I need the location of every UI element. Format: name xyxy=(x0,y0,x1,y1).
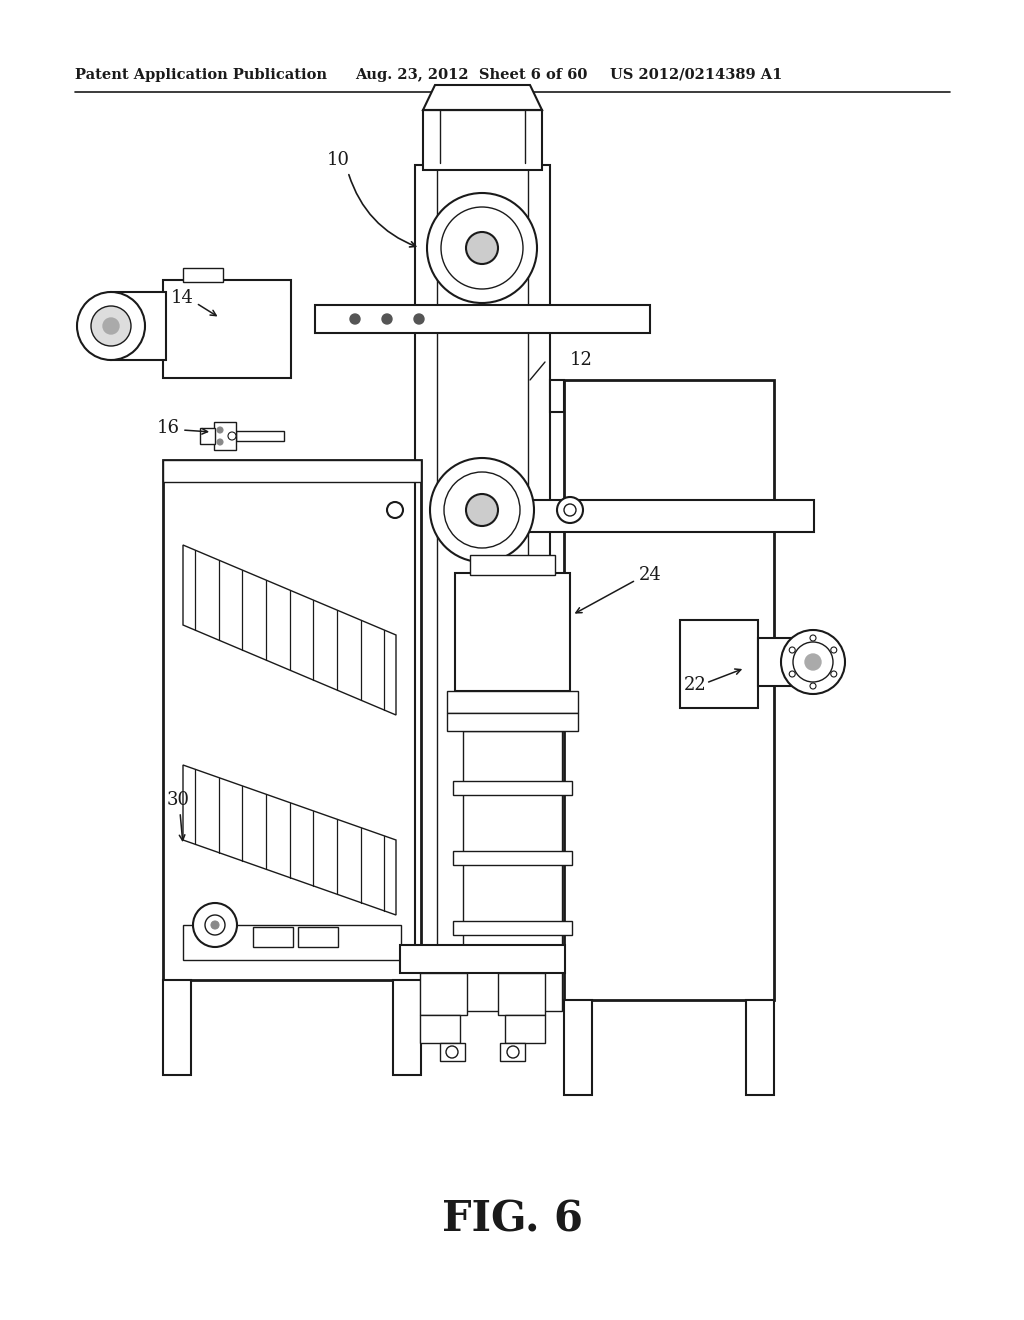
Circle shape xyxy=(790,647,796,653)
Bar xyxy=(183,925,401,960)
Circle shape xyxy=(805,653,821,671)
Circle shape xyxy=(211,921,219,929)
Circle shape xyxy=(382,314,392,323)
Circle shape xyxy=(387,502,403,517)
Circle shape xyxy=(217,426,223,433)
Bar xyxy=(420,973,467,1015)
Circle shape xyxy=(427,193,537,304)
Bar xyxy=(746,1001,774,1096)
Polygon shape xyxy=(183,545,396,715)
Circle shape xyxy=(810,635,816,642)
Bar xyxy=(253,927,293,946)
Polygon shape xyxy=(423,84,542,110)
Circle shape xyxy=(414,314,424,323)
Text: 14: 14 xyxy=(171,289,194,308)
Text: 30: 30 xyxy=(167,791,189,809)
Circle shape xyxy=(350,314,360,323)
Bar xyxy=(163,979,191,1074)
Bar xyxy=(498,973,545,1015)
Circle shape xyxy=(228,432,236,440)
Bar xyxy=(524,500,814,532)
Bar xyxy=(315,305,650,333)
Bar xyxy=(163,459,421,979)
Bar xyxy=(420,1015,460,1043)
Bar xyxy=(564,1001,592,1096)
Bar xyxy=(298,927,338,946)
Circle shape xyxy=(781,630,845,694)
Text: FIG. 6: FIG. 6 xyxy=(441,1199,583,1241)
Text: Aug. 23, 2012  Sheet 6 of 60: Aug. 23, 2012 Sheet 6 of 60 xyxy=(355,69,588,82)
Bar xyxy=(758,638,798,686)
Circle shape xyxy=(830,647,837,653)
Text: 24: 24 xyxy=(639,566,662,583)
Circle shape xyxy=(830,671,837,677)
Circle shape xyxy=(466,232,498,264)
Bar xyxy=(453,851,572,865)
Circle shape xyxy=(810,682,816,689)
Bar xyxy=(415,165,550,954)
Bar xyxy=(236,432,284,441)
Circle shape xyxy=(91,306,131,346)
Circle shape xyxy=(103,318,119,334)
Bar xyxy=(455,573,570,690)
Circle shape xyxy=(193,903,237,946)
Bar xyxy=(447,713,578,731)
Circle shape xyxy=(564,504,575,516)
Polygon shape xyxy=(183,766,396,915)
Circle shape xyxy=(441,207,523,289)
Bar xyxy=(463,731,562,1011)
Circle shape xyxy=(217,440,223,445)
Text: US 2012/0214389 A1: US 2012/0214389 A1 xyxy=(610,69,782,82)
Text: 10: 10 xyxy=(327,150,349,169)
Text: 16: 16 xyxy=(157,418,179,437)
Bar xyxy=(423,110,542,170)
Circle shape xyxy=(205,915,225,935)
Bar xyxy=(163,459,421,482)
Bar xyxy=(393,979,421,1074)
Bar xyxy=(453,781,572,795)
Bar xyxy=(505,1015,545,1043)
Bar xyxy=(550,380,564,412)
Bar xyxy=(564,380,774,1001)
Bar xyxy=(163,280,291,378)
Bar xyxy=(500,1043,525,1061)
Bar xyxy=(183,268,223,282)
Bar xyxy=(440,1043,465,1061)
Text: 22: 22 xyxy=(684,676,707,694)
Bar xyxy=(111,292,166,360)
Bar xyxy=(680,620,758,708)
Bar xyxy=(447,690,578,713)
Bar xyxy=(400,945,565,973)
Circle shape xyxy=(446,1045,458,1059)
Bar xyxy=(470,554,555,576)
Circle shape xyxy=(793,642,833,682)
Circle shape xyxy=(430,458,534,562)
Text: Patent Application Publication: Patent Application Publication xyxy=(75,69,327,82)
Circle shape xyxy=(444,473,520,548)
Bar xyxy=(200,428,215,444)
Circle shape xyxy=(77,292,145,360)
Circle shape xyxy=(507,1045,519,1059)
Circle shape xyxy=(466,494,498,525)
Bar xyxy=(453,921,572,935)
Circle shape xyxy=(557,498,583,523)
Circle shape xyxy=(790,671,796,677)
Text: 12: 12 xyxy=(570,351,593,370)
Bar xyxy=(214,422,236,450)
